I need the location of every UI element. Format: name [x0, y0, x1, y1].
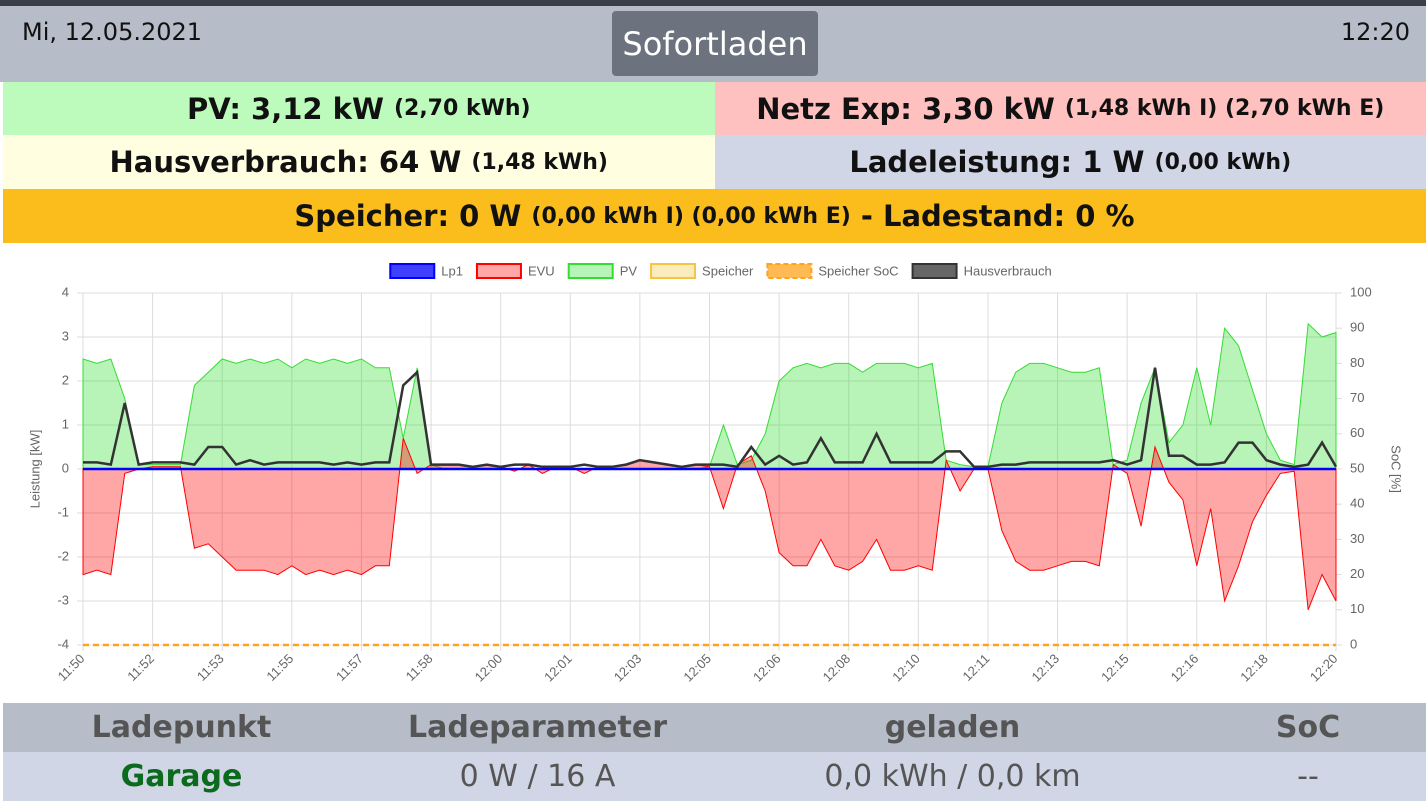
house-cell: Hausverbrauch: 64 W (1,48 kWh) — [3, 135, 715, 189]
column-header: Ladeparameter — [407, 710, 668, 745]
x-tick-label: 11:57 — [333, 651, 366, 684]
house-main: Hausverbrauch: 64 W — [109, 145, 462, 179]
grid-main: Netz Exp: 3,30 kW — [756, 91, 1055, 126]
x-tick-label: 12:10 — [889, 651, 923, 685]
y2-tick-label: 50 — [1350, 460, 1364, 475]
pv-cell: PV: 3,12 kW (2,70 kWh) — [3, 82, 715, 135]
mode-button[interactable]: Sofortladen — [612, 11, 818, 76]
y2-tick-label: 10 — [1350, 601, 1364, 616]
grid-detail: (1,48 kWh I) (2,70 kWh E) — [1064, 96, 1385, 121]
x-tick-label: 11:52 — [124, 651, 157, 684]
y2-tick-label: 40 — [1350, 496, 1364, 511]
header: Mi, 12.05.2021 Sofortladen 12:20 — [0, 6, 1426, 82]
legend-swatch — [911, 263, 958, 279]
legend-label: Lp1 — [441, 263, 463, 278]
x-tick-label: 12:03 — [611, 651, 645, 685]
pv-main: PV: 3,12 kW — [186, 91, 384, 126]
x-tick-label: 12:08 — [820, 651, 854, 685]
pv-detail: (2,70 kWh) — [393, 96, 531, 121]
area — [82, 438, 1337, 610]
chart: 11:50 11:52 11:53 11:55 11:57 11:58 12:00 12:01… — [27, 263, 1404, 685]
y-tick-label: -1 — [57, 504, 69, 519]
legend-swatch — [766, 263, 813, 279]
legend-swatch — [389, 263, 436, 279]
summary-row: Hausverbrauch: 64 W (1,48 kWh) Ladeleistu… — [3, 135, 1426, 189]
x-tick-label: 11:53 — [194, 651, 227, 684]
legend-label: Speicher — [702, 263, 754, 278]
y2-tick-label: 90 — [1350, 320, 1364, 335]
x-tick-label: 12:05 — [680, 651, 714, 685]
date: Mi, 12.05.2021 — [22, 18, 203, 46]
legend-label: Speicher SoC — [818, 263, 898, 278]
column-header: SoC — [1275, 710, 1341, 745]
charge-point[interactable]: Garage — [120, 759, 243, 794]
x-tick-label: 12:01 — [541, 651, 575, 685]
legend-swatch — [650, 263, 697, 279]
x-tick-label: 12:13 — [1028, 651, 1062, 685]
top-strip — [0, 0, 1426, 6]
grid-cell: Netz Exp: 3,30 kW (1,48 kWh I) (2,70 kWh … — [714, 82, 1426, 135]
line — [83, 367, 1338, 469]
x-tick-label: 12:11 — [960, 651, 993, 684]
x-tick-label: 12:06 — [750, 651, 784, 685]
y-tick-label: -2 — [57, 548, 69, 563]
legend-swatch — [567, 263, 614, 279]
house-detail: (1,48 kWh) — [471, 149, 608, 175]
y2-tick-label: 100 — [1350, 284, 1372, 299]
table-cell: 0 W / 16 A — [459, 759, 616, 794]
storage-cell: Speicher: 0 W (0,00 kWh I) (0,00 kWh E) - … — [3, 189, 1426, 243]
summary-row: PV: 3,12 kW (2,70 kWh) Netz Exp: 3,30 kW (… — [3, 82, 1426, 135]
x-tick-label: 11:55 — [263, 651, 296, 684]
table-row: Garage 0 W / 16 A 0,0 kWh / 0,0 km -- — [3, 752, 1426, 801]
x-tick-label: 11:58 — [403, 651, 436, 684]
legend-label: PV — [620, 263, 638, 278]
charging-detail: (0,00 kWh) — [1154, 149, 1292, 175]
legend-swatch — [475, 263, 522, 279]
storage-soc: - Ladestand: 0 % — [860, 199, 1135, 233]
y2-tick-label: 70 — [1350, 390, 1364, 405]
y-tick-label: 1 — [62, 416, 69, 431]
y2-tick-label: 60 — [1350, 425, 1364, 440]
legend-label: Hausverbrauch — [964, 263, 1052, 278]
storage-detail: (0,00 kWh I) (0,00 kWh E) — [531, 203, 851, 229]
x-tick-label: 12:18 — [1237, 651, 1271, 685]
charging-cell: Ladeleistung: 1 W (0,00 kWh) — [714, 135, 1426, 189]
y2-tick-label: 30 — [1350, 531, 1364, 546]
y-tick-label: -3 — [57, 592, 69, 607]
y-tick-label: 3 — [62, 328, 69, 343]
y-tick-label: -4 — [57, 636, 69, 651]
y2-tick-label: 0 — [1350, 636, 1357, 651]
y-tick-label: 2 — [62, 372, 69, 387]
summary-row: Speicher: 0 W (0,00 kWh I) (0,00 kWh E) - … — [3, 189, 1426, 243]
column-header: Ladepunkt — [91, 710, 272, 745]
y-tick-label: 0 — [62, 460, 69, 475]
y-axis-title: Leistung [kW] — [27, 430, 42, 509]
table-cell: 0,0 kWh / 0,0 km — [824, 759, 1081, 794]
charging-main: Ladeleistung: 1 W — [849, 145, 1145, 179]
y2-axis-title: SoC [%] — [1389, 445, 1404, 493]
x-tick-label: 12:16 — [1168, 651, 1202, 685]
y-tick-label: 4 — [62, 284, 69, 299]
time: 12:20 — [1340, 18, 1410, 46]
x-tick-label: 12:20 — [1307, 651, 1341, 685]
y2-tick-label: 80 — [1350, 355, 1364, 370]
column-header: geladen — [884, 710, 1021, 745]
storage-main: Speicher: 0 W — [294, 199, 522, 233]
y2-tick-label: 20 — [1350, 566, 1364, 581]
legend: Lp1 EVU PV Speicher Speicher SoC Hausverbrauc… — [389, 263, 1052, 279]
table-header: Ladepunkt Ladeparameter geladen SoC — [3, 703, 1426, 752]
legend-label: EVU — [528, 263, 555, 278]
x-tick-label: 12:15 — [1098, 651, 1132, 685]
table-cell: -- — [1297, 759, 1319, 794]
x-tick-label: 11:50 — [55, 651, 88, 684]
x-tick-label: 12:00 — [472, 651, 506, 685]
